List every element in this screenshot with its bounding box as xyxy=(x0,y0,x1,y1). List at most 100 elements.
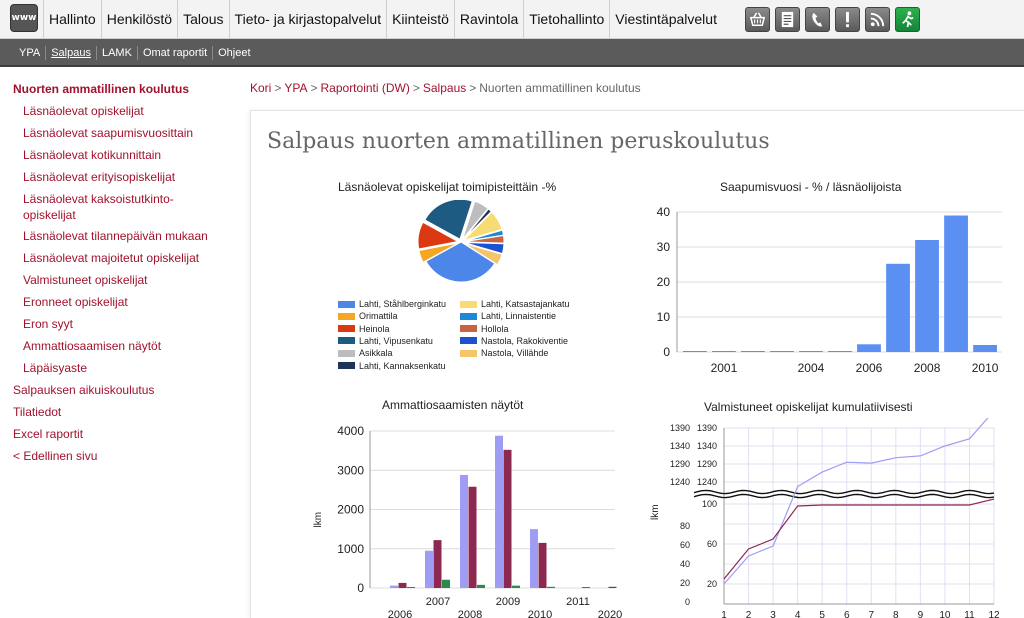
nav-excel-raportit[interactable]: Excel raportit xyxy=(13,427,84,441)
y-tick-label: 100 xyxy=(702,499,717,509)
basket-icon[interactable] xyxy=(745,7,770,32)
nav-lapaisyaste[interactable]: Läpäisyaste xyxy=(23,361,88,375)
bar xyxy=(530,529,538,588)
content-panel xyxy=(250,110,1024,618)
nav-lasnaolevat-saapumisvuosittain[interactable]: Läsnäolevat saapumisvuosittain xyxy=(23,126,194,140)
legend-label: Lahti, Vipusenkatu xyxy=(359,335,433,346)
nav-lasnaolevat-erityisopiskelijat[interactable]: Läsnäolevat erityisopiskelijat xyxy=(23,170,176,184)
x-tick-label: 12 xyxy=(988,610,1000,618)
nav-ammattiosaamisen-naytot[interactable]: Ammattiosaamisen näytöt xyxy=(23,339,162,353)
breadcrumb-separator: > xyxy=(274,81,282,95)
top-menu-tieto-ja-kirjastopalvelut[interactable]: Tieto- ja kirjastopalvelut xyxy=(228,0,387,39)
exit-icon[interactable] xyxy=(895,7,920,32)
y-tick-label: 1290 xyxy=(670,459,690,469)
top-navigation-bar: www Hallinto Henkilöstö Talous Tieto- ja… xyxy=(0,0,1024,39)
breadcrumb-separator: > xyxy=(310,81,318,95)
bar-chart-saapumisvuosi: 0 10 20 30 40 2001 2004 2006 2008 2010 xyxy=(657,205,1002,375)
subnav-omat-raportit[interactable]: Omat raportit xyxy=(136,46,212,60)
rss-icon[interactable] xyxy=(865,7,890,32)
legend-swatch xyxy=(338,300,355,308)
www-logo[interactable]: www xyxy=(10,4,38,32)
pie-legend: Lahti, Ståhlberginkatu Orimattila Heinola L… xyxy=(338,298,598,374)
nav-nuorten-ammatillinen-koulutus[interactable]: Nuorten ammatillinen koulutus xyxy=(13,82,190,96)
pie-slice xyxy=(462,208,493,241)
bar xyxy=(460,474,468,588)
nav-lasnaolevat-tilannepaivan-mukaan[interactable]: Läsnäolevat tilannepäivän mukaan xyxy=(23,229,208,243)
phone-icon[interactable] xyxy=(805,7,830,32)
subnav-ypa[interactable]: YPA xyxy=(19,47,41,59)
nav-lasnaolevat-kaksoistutkinto-opiskelijat[interactable]: Läsnäolevat kaksoistutkinto- opiskelijat xyxy=(13,190,238,227)
pie-slice xyxy=(418,242,459,263)
breadcrumb-ypa[interactable]: YPA xyxy=(284,81,308,95)
x-tick-label: 1 xyxy=(721,610,727,618)
bar xyxy=(398,582,407,588)
y-tick-label: 0 xyxy=(663,345,670,359)
legend-label: Lahti, Ståhlberginkatu xyxy=(359,299,447,309)
bar xyxy=(608,586,617,588)
x-tick-label: 2001 xyxy=(711,361,738,375)
bar xyxy=(477,584,485,588)
top-menu-viestintapalvelut[interactable]: Viestintäpalvelut xyxy=(609,0,722,39)
bar xyxy=(503,449,512,588)
pie-slice xyxy=(463,234,505,244)
nav-lasnaolevat-kotikunnittain[interactable]: Läsnäolevat kotikunnittain xyxy=(23,148,162,162)
y-tick-label: 2000 xyxy=(337,503,364,517)
y-tick-label: 60 xyxy=(680,540,690,550)
legend-item: Orimattila xyxy=(338,310,398,322)
nav-salpauksen-aikuiskoulutus[interactable]: Salpauksen aikuiskoulutus xyxy=(13,383,155,397)
top-menu-henkilosto[interactable]: Henkilöstö xyxy=(100,0,177,39)
bar xyxy=(973,345,997,352)
legend-label: Nastola, Villähde xyxy=(481,348,549,359)
pie-slice xyxy=(463,242,503,266)
top-menu-ravintola[interactable]: Ravintola xyxy=(453,0,523,39)
top-menu-tietohallinto[interactable]: Tietohallinto xyxy=(523,0,609,39)
nav-valmistuneet-opiskelijat[interactable]: Valmistuneet opiskelijat xyxy=(23,273,148,287)
exclamation-icon[interactable] xyxy=(835,7,860,32)
legend-swatch xyxy=(460,337,477,345)
bar xyxy=(407,587,415,588)
nav-lasnaolevat-opiskelijat[interactable]: Läsnäolevat opiskelijat xyxy=(23,104,144,118)
pie-slice xyxy=(463,211,503,241)
breadcrumb-kori[interactable]: Kori xyxy=(250,81,272,95)
breadcrumb-salpaus[interactable]: Salpaus xyxy=(422,81,467,95)
top-menu-kiinteisto[interactable]: Kiinteistö xyxy=(386,0,454,39)
x-tick-label: 7 xyxy=(868,610,874,618)
legend-item: Lahti, Kannaksenkatu xyxy=(338,360,446,372)
x-tick-label: 2010 xyxy=(528,609,552,618)
x-tick-label: 4 xyxy=(795,610,801,618)
nav-edellinen-sivu[interactable]: < Edellinen sivu xyxy=(13,449,98,463)
x-tick-label: 2010 xyxy=(972,361,999,375)
top-menu-hallinto[interactable]: Hallinto xyxy=(43,0,101,39)
document-icon[interactable] xyxy=(775,7,800,32)
legend-swatch xyxy=(460,349,477,357)
bar xyxy=(886,263,910,352)
nav-label-line-1: Läsnäolevat kaksoistutkinto- xyxy=(23,192,174,206)
subnav-ohjeet[interactable]: Ohjeet xyxy=(212,46,255,60)
top-menu-talous[interactable]: Talous xyxy=(177,0,228,39)
y-tick-label: 1240 xyxy=(670,477,690,487)
subnav-salpaus[interactable]: Salpaus xyxy=(45,46,96,60)
legend-item: Nastola, Rakokiventie xyxy=(460,335,568,347)
x-tick-label: 2006 xyxy=(388,609,412,618)
nav-eronneet-opiskelijat[interactable]: Eronneet opiskelijat xyxy=(23,295,128,309)
subnav-lamk[interactable]: LAMK xyxy=(95,46,137,60)
legend-swatch xyxy=(338,312,355,320)
nav-tilatiedot[interactable]: Tilatiedot xyxy=(13,405,62,419)
breadcrumb-raportointi[interactable]: Raportointi (DW) xyxy=(320,81,410,95)
line-chart-title: Valmistuneet opiskelijat kumulatiivisest… xyxy=(704,400,913,414)
y-tick-label: 1340 xyxy=(670,441,690,451)
y-axis-label: lkm xyxy=(650,504,661,520)
bar xyxy=(512,585,520,588)
bar xyxy=(442,579,450,588)
y-tick-label: 1390 xyxy=(697,423,717,433)
breadcrumb-separator: > xyxy=(412,81,420,95)
bar xyxy=(582,587,590,588)
bar xyxy=(433,540,442,588)
nav-lasnaolevat-majoitetut-opiskelijat[interactable]: Läsnäolevat majoitetut opiskelijat xyxy=(23,251,200,265)
series-line xyxy=(723,498,995,580)
y-tick-label: 40 xyxy=(680,559,690,569)
nav-eron-syyt[interactable]: Eron syyt xyxy=(23,317,74,331)
legend-item: Heinola xyxy=(338,323,390,335)
x-tick-label: 11 xyxy=(964,610,975,618)
axis-break-line xyxy=(693,493,995,499)
